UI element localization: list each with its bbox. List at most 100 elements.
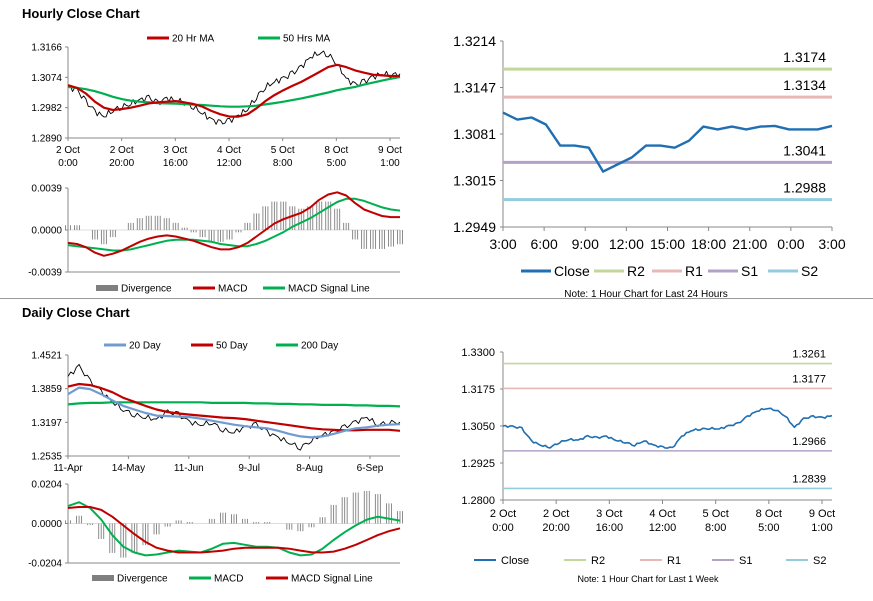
hourly-pivot-y-tick-label: 1.3081 (453, 126, 496, 142)
hourly-main-x-tick-date: 4 Oct (217, 145, 241, 156)
daily-pivot-y-tick-label: 1.3050 (461, 421, 495, 433)
hourly-main-x-tick-date: 9 Oct (378, 145, 402, 156)
daily-main-x-tick-label: 9-Jul (238, 463, 260, 474)
daily-chart-title: Daily Close Chart (22, 305, 130, 320)
daily-main-y-tick-label: 1.2535 (31, 452, 62, 463)
daily-main-y-tick-label: 1.3859 (31, 384, 62, 395)
hourly-main-y-tick-label: 1.2982 (31, 103, 62, 114)
section-divider (0, 298, 873, 299)
hourly-pivot-legend-s1-label: S1 (741, 263, 758, 279)
daily-level-r2-label: 1.3261 (792, 349, 826, 361)
hourly-macd-signal-line (67, 197, 401, 252)
hourly-ma20-line (67, 63, 400, 118)
hourly-main-x-tick-time: 12:00 (216, 158, 241, 169)
daily-level-s2-label: 1.2839 (792, 473, 826, 485)
daily-pivot-y-tick-label: 1.2925 (461, 458, 495, 470)
daily-macd-y-tick-label: 0.0204 (31, 480, 62, 491)
hourly-macd-y-tick-label: 0.0039 (31, 184, 62, 195)
hourly-level-s1-label: 1.3041 (783, 142, 826, 158)
daily-pivot-legend-r2-label: R2 (591, 555, 605, 567)
daily-legend-50day-label: 50 Day (216, 341, 248, 352)
hourly-macd-y-tick-label: -0.0039 (28, 268, 62, 279)
hourly-main-x-tick-date: 2 Oct (110, 145, 134, 156)
daily-pivot-y-tick-label: 1.3175 (461, 384, 495, 396)
daily-macd-signal-line (67, 506, 401, 554)
hourly-main-x-tick-time: 8:00 (273, 158, 293, 169)
hourly-legend-20hr-ma-label: 20 Hr MA (172, 34, 215, 45)
hourly-pivot-legend-s2-label: S2 (801, 263, 818, 279)
daily-pivot-x-tick-time: 0:00 (492, 522, 513, 534)
hourly-main-x-tick-time: 20:00 (109, 158, 134, 169)
hourly-ma50-line (67, 75, 401, 108)
hourly-main-x-tick-date: 5 Oct (271, 145, 295, 156)
hourly-pivot-x-tick-label: 9:00 (572, 236, 599, 252)
daily-pivot-x-tick-date: 8 Oct (756, 508, 782, 520)
daily-main-x-tick-label: 11-Jun (174, 463, 204, 474)
daily-pivot-y-tick-label: 1.3300 (461, 347, 495, 359)
daily-main-y-tick-label: 1.4521 (31, 351, 62, 362)
daily-pivot-x-tick-time: 5:00 (758, 522, 779, 534)
hourly-pivot-x-tick-label: 3:00 (489, 236, 516, 252)
daily-main-x-tick-label: 11-Apr (53, 463, 83, 474)
daily-legend-divergence-label: Divergence (117, 574, 168, 585)
hourly-main-x-tick-date: 2 Oct (56, 145, 80, 156)
hourly-macd-line (67, 191, 400, 257)
hourly-legend-divergence-label: Divergence (121, 284, 172, 295)
daily-legend-macd-label: MACD (214, 574, 243, 585)
daily-level-r1-label: 1.3177 (792, 373, 826, 385)
hourly-main-x-tick-time: 5:00 (327, 158, 347, 169)
hourly-pivot-x-tick-label: 3:00 (818, 236, 845, 252)
hourly-pivot-legend-r2-label: R2 (627, 263, 645, 279)
hourly-pivot-x-tick-label: 0:00 (777, 236, 804, 252)
daily-price-line (67, 363, 401, 451)
hourly-macd-y-tick-label: 0.0000 (31, 226, 62, 237)
hourly-chart-title: Hourly Close Chart (22, 6, 140, 21)
hourly-main-x-tick-date: 8 Oct (324, 145, 348, 156)
daily-main-y-tick-label: 1.3197 (31, 418, 62, 429)
daily-legend-20day-label: 20 Day (129, 341, 161, 352)
daily-pivot-x-tick-time: 1:00 (811, 522, 832, 534)
daily-main-x-tick-label: 14-May (112, 463, 145, 474)
hourly-pivot-legend-close-label: Close (554, 263, 590, 279)
daily-pivot-legend-r1-label: R1 (667, 555, 681, 567)
hourly-level-s2-label: 1.2988 (783, 180, 826, 196)
hourly-pivot-x-tick-label: 18:00 (691, 236, 726, 252)
hourly-main-x-tick-date: 3 Oct (163, 145, 187, 156)
hourly-main-y-tick-label: 1.3166 (31, 43, 62, 54)
daily-legend-divergence-swatch (92, 575, 114, 581)
hourly-pivot-y-tick-label: 1.3147 (453, 80, 496, 96)
daily-pivot-x-tick-time: 16:00 (596, 522, 624, 534)
daily-main-x-tick-label: 8-Aug (296, 463, 323, 474)
daily-macd-y-tick-label: -0.0204 (28, 559, 62, 570)
daily-ma20-line (67, 386, 401, 439)
hourly-level-r1-label: 1.3134 (783, 77, 826, 93)
hourly-legend-macd-label: MACD (218, 284, 247, 295)
hourly-legend-50hrs-ma-label: 50 Hrs MA (283, 34, 331, 45)
daily-pivot-y-tick-label: 1.2800 (461, 495, 495, 507)
daily-pivot-x-tick-time: 8:00 (705, 522, 726, 534)
hourly-main-y-tick-label: 1.2890 (31, 134, 62, 145)
hourly-legend-macd-signal-label: MACD Signal Line (288, 284, 370, 295)
hourly-pivot-y-tick-label: 1.2949 (453, 219, 496, 235)
daily-close-line (502, 407, 833, 449)
hourly-pivot-y-tick-label: 1.3214 (453, 33, 496, 49)
daily-pivot-x-tick-time: 20:00 (542, 522, 570, 534)
hourly-level-r2-label: 1.3174 (783, 49, 826, 65)
hourly-pivot-x-tick-label: 6:00 (531, 236, 558, 252)
hourly-main-y-tick-label: 1.3074 (31, 73, 62, 84)
daily-pivot-x-tick-date: 9 Oct (809, 508, 835, 520)
daily-main-x-tick-label: 6-Sep (357, 463, 384, 474)
hourly-main-x-tick-time: 0:00 (58, 158, 78, 169)
hourly-legend-divergence-swatch (96, 285, 118, 291)
daily-level-s1-label: 1.2966 (792, 436, 826, 448)
daily-pivot-x-tick-date: 2 Oct (490, 508, 516, 520)
daily-pivot-x-tick-time: 12:00 (649, 522, 677, 534)
daily-pivot-x-tick-date: 3 Oct (596, 508, 622, 520)
hourly-close-line (502, 111, 833, 173)
hourly-pivot-x-tick-label: 15:00 (650, 236, 685, 252)
daily-pivot-x-tick-date: 5 Oct (703, 508, 729, 520)
daily-macd-line (67, 501, 401, 557)
hourly-pivot-note: Note: 1 Hour Chart for Last 24 Hours (564, 289, 727, 300)
daily-ma200-line (67, 401, 401, 408)
hourly-pivot-x-tick-label: 21:00 (732, 236, 767, 252)
